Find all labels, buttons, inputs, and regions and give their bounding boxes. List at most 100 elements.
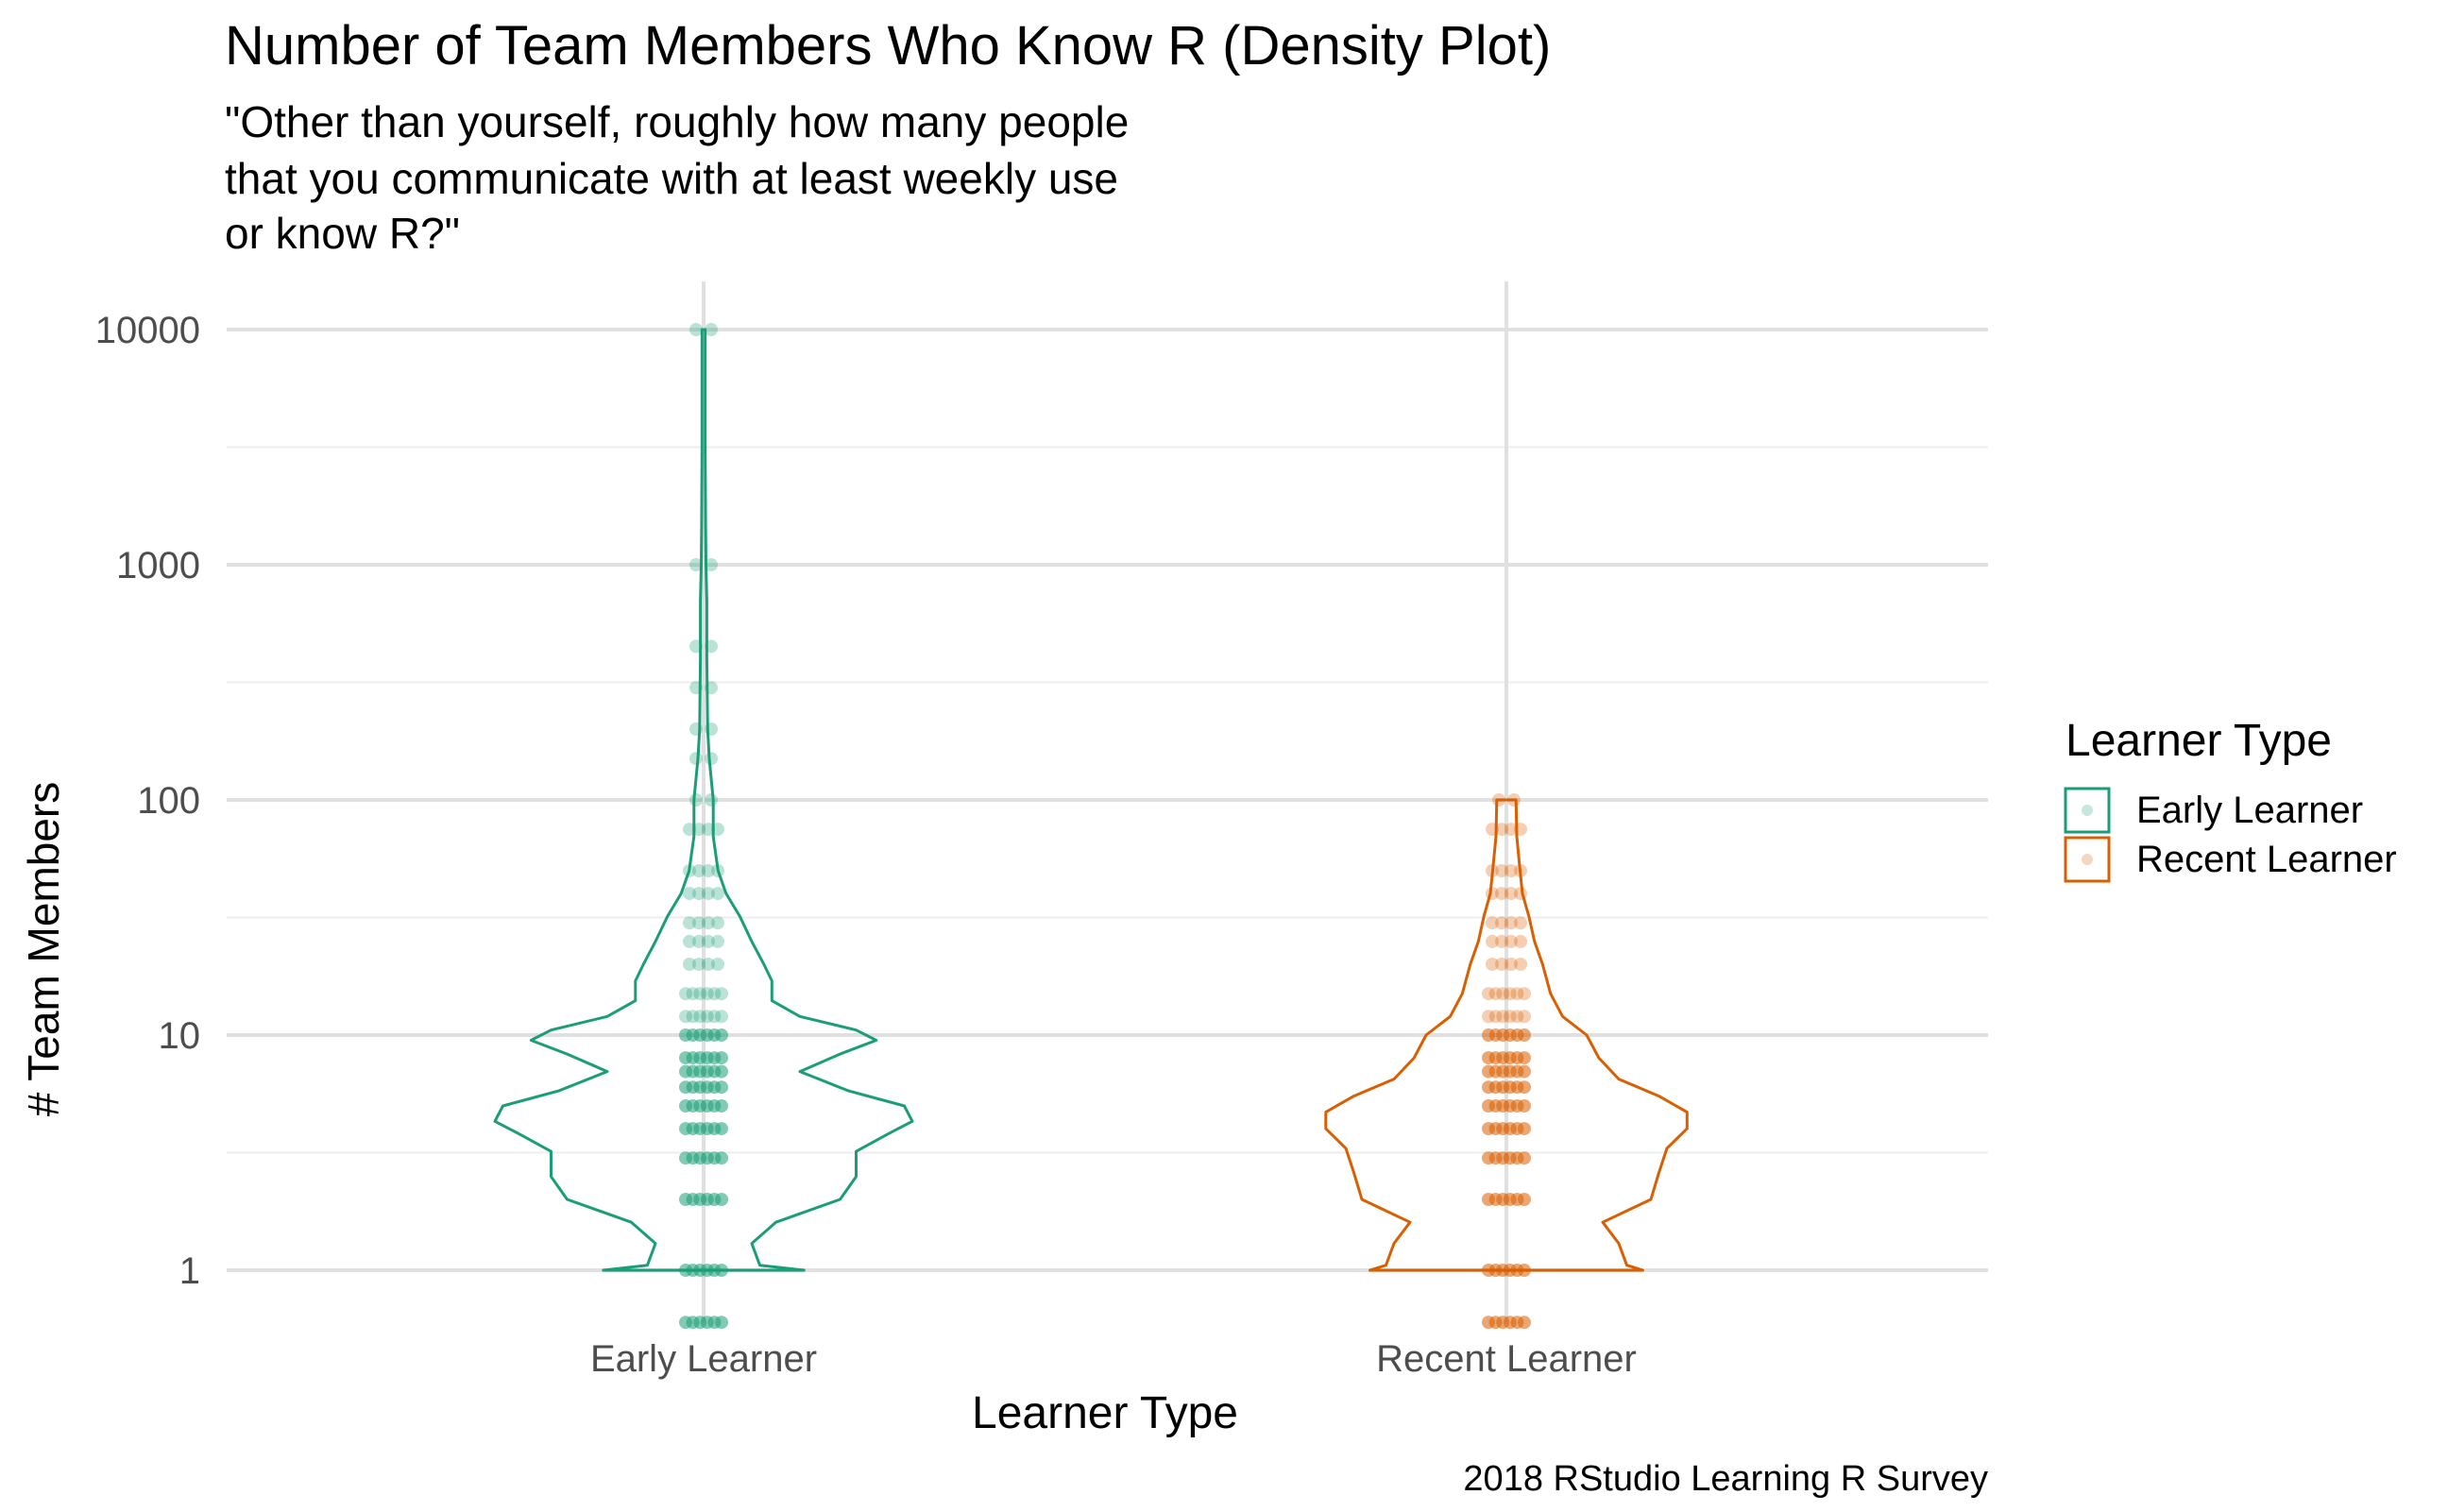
- data-point: [1504, 823, 1518, 837]
- y-tick-label: 100: [137, 780, 200, 822]
- data-point: [1486, 916, 1499, 930]
- data-point: [1514, 864, 1527, 877]
- data-point: [683, 958, 696, 971]
- jitter-point-layer: [679, 323, 1531, 1330]
- x-tick-label: Recent Learner: [1376, 1338, 1637, 1380]
- data-point: [1504, 887, 1518, 901]
- data-point: [715, 1122, 728, 1136]
- data-point: [686, 1010, 700, 1024]
- legend-key-point: [2082, 805, 2093, 816]
- legend: Learner Type Early Learner Recent Learner: [2064, 716, 2397, 883]
- data-point: [1514, 887, 1527, 901]
- legend-key: [2064, 787, 2111, 834]
- legend-key: [2064, 836, 2111, 883]
- data-point: [715, 987, 728, 1001]
- data-point: [1518, 1316, 1531, 1330]
- data-point: [1503, 1010, 1517, 1024]
- data-point: [715, 1080, 728, 1095]
- data-point: [1507, 793, 1521, 807]
- data-point: [1518, 1028, 1531, 1042]
- data-point: [1504, 958, 1518, 971]
- data-point: [702, 916, 715, 930]
- data-point: [702, 958, 715, 971]
- y-tick-label: 10000: [95, 310, 200, 351]
- data-point: [1488, 1010, 1503, 1024]
- y-tick-label: 10: [159, 1015, 201, 1057]
- data-point: [705, 639, 718, 654]
- data-point: [1492, 793, 1505, 807]
- data-point: [715, 1028, 728, 1042]
- data-point: [1510, 987, 1524, 1001]
- data-point: [1504, 916, 1518, 930]
- data-point: [711, 887, 724, 901]
- data-point: [1518, 1080, 1531, 1095]
- data-point: [700, 1010, 714, 1024]
- data-point: [692, 887, 706, 901]
- data-point: [1503, 987, 1517, 1001]
- violin-layer: [493, 328, 1689, 1272]
- data-point: [692, 958, 706, 971]
- data-point: [692, 864, 706, 877]
- data-point: [715, 1064, 728, 1079]
- data-point: [679, 1010, 692, 1024]
- data-point: [683, 864, 696, 877]
- panel-grid: [227, 281, 1988, 1322]
- data-point: [711, 864, 724, 877]
- data-point: [715, 1316, 728, 1330]
- legend-title: Learner Type: [2066, 716, 2332, 766]
- data-point: [711, 916, 724, 930]
- data-point: [683, 887, 696, 901]
- chart-title: Number of Team Members Who Know R (Densi…: [225, 15, 1551, 76]
- data-point: [711, 934, 724, 948]
- legend-label: Early Learner: [2136, 790, 2363, 831]
- data-point: [1514, 958, 1527, 971]
- data-point: [702, 864, 715, 877]
- y-axis-label: # Team Members: [19, 782, 68, 1117]
- data-point: [1518, 987, 1531, 1001]
- data-point: [679, 987, 692, 1001]
- data-point: [1486, 864, 1499, 877]
- data-point: [1518, 1193, 1531, 1206]
- data-point: [1495, 823, 1508, 837]
- data-point: [692, 934, 706, 948]
- chart-subtitle-line-1: "Other than yourself, roughly how many p…: [225, 97, 1129, 146]
- legend-label: Recent Learner: [2136, 839, 2397, 880]
- data-point: [715, 1051, 728, 1065]
- data-point: [1510, 1010, 1524, 1024]
- data-point: [715, 1099, 728, 1113]
- data-point: [1486, 887, 1499, 901]
- x-axis-label: Learner Type: [972, 1388, 1238, 1438]
- data-point: [702, 823, 715, 837]
- x-tick-label: Early Learner: [590, 1338, 817, 1380]
- data-point: [689, 323, 703, 336]
- data-point: [711, 958, 724, 971]
- data-point: [1518, 1122, 1531, 1136]
- data-point: [1486, 934, 1499, 948]
- data-point: [1504, 934, 1518, 948]
- data-point: [689, 639, 703, 654]
- data-point: [715, 1193, 728, 1206]
- data-point: [705, 793, 718, 807]
- data-point: [1495, 864, 1508, 877]
- data-point: [689, 558, 703, 571]
- data-point: [689, 681, 703, 695]
- data-point: [702, 934, 715, 948]
- data-point: [1518, 1064, 1531, 1079]
- data-point: [705, 681, 718, 695]
- data-point: [1518, 1264, 1531, 1277]
- y-axis-tick-labels: 1 10 100 1000 10000: [95, 310, 200, 1292]
- data-point: [1495, 916, 1508, 930]
- data-point: [711, 823, 724, 837]
- y-tick-label: 1000: [116, 545, 200, 586]
- data-point: [1495, 958, 1508, 971]
- data-point: [1514, 934, 1527, 948]
- data-point: [715, 1264, 728, 1277]
- data-point: [1518, 1151, 1531, 1165]
- data-point: [1495, 887, 1508, 901]
- data-point: [693, 987, 707, 1001]
- data-point: [689, 752, 703, 766]
- data-point: [1486, 823, 1499, 837]
- data-point: [1482, 987, 1495, 1001]
- data-point: [683, 934, 696, 948]
